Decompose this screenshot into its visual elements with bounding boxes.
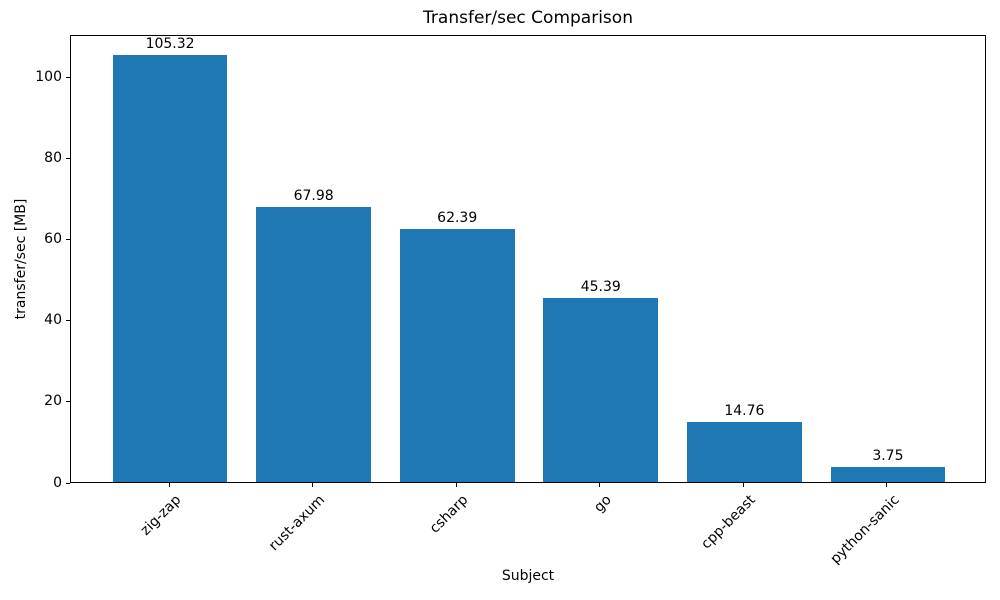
x-tick-mark xyxy=(742,483,744,487)
bar-go xyxy=(543,298,659,482)
y-tick-label: 80 xyxy=(44,150,62,167)
y-tick-label: 0 xyxy=(53,474,62,491)
bar-value-label: 67.98 xyxy=(293,187,334,204)
x-tick-label-python-sanic: python-sanic xyxy=(827,492,903,568)
y-tick-label: 20 xyxy=(44,393,62,410)
y-tick-label: 100 xyxy=(35,69,62,86)
x-tick-mark xyxy=(312,483,314,487)
y-tick-label: 60 xyxy=(44,231,62,248)
bar-cpp-beast xyxy=(686,422,802,482)
x-tick-mark xyxy=(168,483,170,487)
bar-value-label: 3.75 xyxy=(872,447,904,464)
x-tick-mark xyxy=(599,483,601,487)
x-tick-label-zig-zap: zig-zap xyxy=(137,492,185,539)
x-tick-mark xyxy=(886,483,888,487)
bar-csharp xyxy=(399,229,515,482)
x-tick-label-go: go xyxy=(591,492,616,516)
bar-zig-zap xyxy=(112,55,228,482)
bar-python-sanic xyxy=(830,466,946,482)
bar-value-label: 62.39 xyxy=(437,210,478,227)
plot-area: 105.32 67.98 62.39 45.39 14.76 3.75 xyxy=(70,35,986,483)
x-tick-label-csharp: csharp xyxy=(426,492,472,537)
y-axis-title: transfer/sec [MB] xyxy=(13,198,29,320)
x-tick-mark xyxy=(455,483,457,487)
y-tick-label: 40 xyxy=(44,312,62,329)
x-tick-label-cpp-beast: cpp-beast xyxy=(698,492,759,553)
bar-value-label: 45.39 xyxy=(580,279,621,296)
bar-value-label: 14.76 xyxy=(724,403,765,420)
bar-rust-axum xyxy=(256,206,372,482)
chart-title: Transfer/sec Comparison xyxy=(423,8,633,28)
bar-value-label: 105.32 xyxy=(145,36,195,53)
x-tick-label-rust-axum: rust-axum xyxy=(265,492,328,555)
x-axis-title: Subject xyxy=(501,568,555,584)
